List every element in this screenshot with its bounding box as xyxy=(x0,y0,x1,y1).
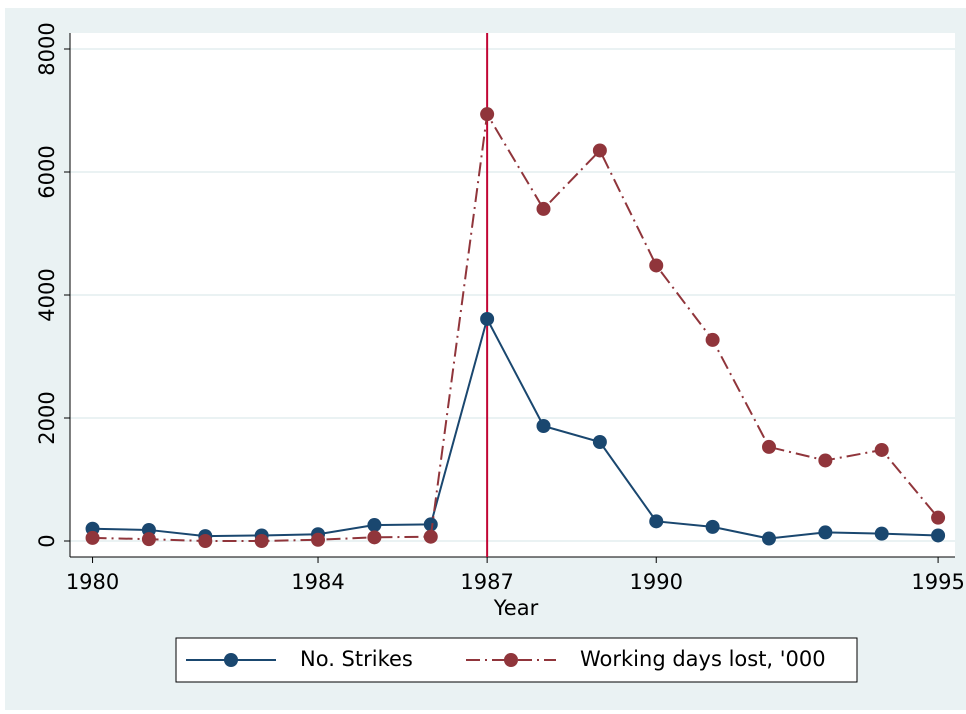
y-tick-label: 0 xyxy=(35,534,59,547)
point xyxy=(85,530,100,545)
x-tick-label: 1990 xyxy=(630,570,683,594)
point xyxy=(705,519,720,534)
point xyxy=(198,534,213,549)
point xyxy=(705,332,720,347)
point xyxy=(649,514,664,529)
x-tick-label: 1987 xyxy=(460,570,513,594)
point xyxy=(818,453,833,468)
point xyxy=(480,107,495,122)
x-tick-label: 1995 xyxy=(911,570,964,594)
x-tick-label: 1984 xyxy=(291,570,344,594)
legend-label: No. Strikes xyxy=(300,647,413,671)
x-tick-label: 1980 xyxy=(66,570,119,594)
point xyxy=(423,517,438,532)
legend-marker xyxy=(224,653,238,667)
point xyxy=(536,419,551,433)
point xyxy=(536,201,551,216)
y-tick-label: 6000 xyxy=(35,145,59,198)
y-tick-label: 8000 xyxy=(35,22,59,75)
point xyxy=(254,534,269,549)
point xyxy=(931,528,946,543)
series-line xyxy=(92,111,939,543)
point xyxy=(480,311,495,326)
point xyxy=(592,434,607,449)
legend xyxy=(175,637,858,683)
point xyxy=(761,531,776,546)
point xyxy=(818,525,833,540)
point xyxy=(141,532,156,547)
point xyxy=(592,143,607,158)
y-tick-label: 4000 xyxy=(35,268,59,321)
series-line xyxy=(92,316,939,540)
point xyxy=(761,439,776,454)
point xyxy=(367,530,382,545)
legend-label: Working days lost, '000 xyxy=(580,647,826,671)
y-tick-label: 2000 xyxy=(35,391,59,444)
point xyxy=(874,526,889,541)
point xyxy=(367,518,382,533)
point xyxy=(931,510,946,525)
point xyxy=(311,532,326,547)
point xyxy=(423,529,438,544)
legend-marker xyxy=(504,653,518,667)
point xyxy=(874,442,889,457)
point xyxy=(649,258,664,273)
x-axis-label: Year xyxy=(493,596,539,620)
